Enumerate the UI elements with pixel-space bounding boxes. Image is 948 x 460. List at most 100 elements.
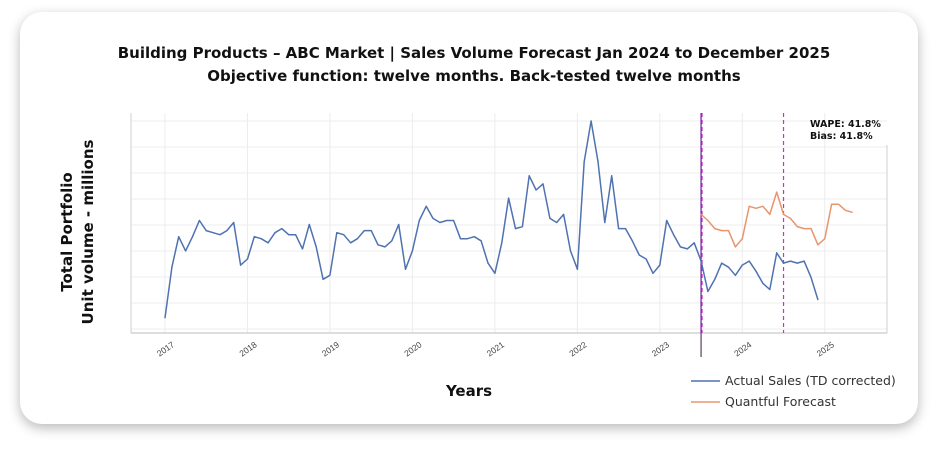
forecast-point	[782, 213, 785, 215]
x-tick-labels: 2017 2018 2019 2020 2021 2022 2023 2024 2025	[155, 339, 836, 358]
actual-sales-point	[398, 223, 400, 226]
actual-sales-point	[556, 221, 558, 224]
actual-sales-point	[336, 232, 338, 234]
actual-sales-point	[741, 264, 743, 266]
actual-sales-point	[295, 234, 297, 236]
actual-sales-point	[240, 264, 242, 266]
actual-sales-point	[535, 189, 537, 191]
actual-sales-point	[459, 238, 462, 240]
actual-sales-point	[659, 264, 661, 266]
actual-sales-point	[432, 217, 434, 219]
actual-sales-point	[721, 262, 723, 264]
actual-sales-point	[631, 240, 633, 242]
actual-sales-point	[762, 282, 764, 284]
actual-sales-point	[418, 219, 420, 222]
x-tick-label: 2020	[402, 339, 423, 358]
forecast-point	[817, 244, 819, 246]
forecast-point	[748, 205, 750, 207]
actual-sales-point	[246, 258, 249, 260]
forecast-point	[851, 211, 853, 213]
actual-sales-point	[796, 262, 798, 264]
actual-sales-point	[439, 221, 441, 224]
actual-sales-point	[618, 228, 620, 230]
forecast-markers	[700, 113, 785, 357]
actual-sales-point	[494, 272, 496, 274]
actual-sales-point	[810, 276, 812, 278]
forecast-point	[844, 209, 847, 211]
actual-sales-point	[391, 240, 393, 242]
actual-sales-point	[734, 274, 737, 276]
actual-sales-point	[356, 238, 358, 240]
legend: Actual Sales (TD corrected) Quantful For…	[691, 373, 896, 409]
actual-sales-point	[693, 242, 695, 244]
x-tick-label: 2018	[237, 339, 258, 358]
actual-sales-point	[191, 236, 194, 238]
forecast-point	[741, 238, 743, 240]
actual-sales-point	[583, 161, 585, 163]
actual-sales-point	[590, 120, 592, 122]
actual-sales-point	[817, 299, 819, 301]
actual-sales-point	[212, 232, 214, 234]
forecast-point	[803, 228, 805, 230]
actual-sales-point	[521, 226, 524, 228]
forecast-point	[734, 246, 737, 248]
actual-sales-line	[164, 120, 819, 319]
actual-sales-point	[473, 236, 475, 238]
actual-sales-point	[501, 242, 503, 244]
actual-sales-point	[666, 219, 668, 222]
actual-sales-point	[253, 236, 255, 238]
actual-sales-point	[384, 246, 386, 248]
x-tick-label: 2017	[155, 339, 176, 358]
actual-sales-point	[645, 258, 647, 260]
x-tick-label: 2024	[732, 339, 753, 358]
forecast-point	[824, 238, 826, 240]
actual-sales-point	[219, 234, 221, 236]
actual-sales-point	[404, 268, 407, 270]
actual-sales-point	[487, 262, 489, 264]
x-tick-label: 2021	[485, 339, 506, 358]
actual-sales-point	[267, 242, 269, 244]
actual-sales-point	[528, 175, 530, 177]
actual-sales-point	[466, 238, 468, 240]
actual-sales-point	[343, 234, 345, 236]
x-tick-label: 2025	[815, 339, 836, 358]
actual-sales-point	[624, 228, 627, 230]
actual-sales-point	[453, 219, 455, 222]
chart-card	[20, 12, 918, 424]
actual-sales-point	[301, 248, 304, 250]
actual-sales-point	[281, 228, 283, 230]
actual-sales-point	[727, 266, 730, 268]
actual-sales-point	[411, 250, 413, 252]
actual-sales-point	[288, 234, 290, 236]
actual-sales-point	[377, 244, 379, 246]
forecast-point	[700, 213, 702, 215]
actual-sales-point	[569, 250, 572, 252]
actual-sales-point	[776, 252, 778, 254]
x-axis-label: Years	[445, 382, 492, 400]
actual-sales-point	[769, 288, 771, 291]
forecast-point	[831, 203, 833, 205]
actual-sales-point	[260, 238, 262, 240]
actual-sales-point	[782, 262, 785, 264]
actual-sales-point	[205, 230, 207, 232]
actual-sales-point	[707, 290, 709, 293]
legend-label-forecast: Quantful Forecast	[725, 394, 836, 409]
actual-sales-point	[563, 213, 565, 215]
actual-sales-point	[274, 232, 276, 234]
forecast-point	[721, 230, 723, 232]
actual-sales-point	[549, 217, 551, 219]
actual-sales-point	[748, 260, 750, 262]
actual-sales-point	[164, 317, 166, 319]
actual-sales-point	[700, 260, 702, 262]
forecast-point	[810, 228, 812, 230]
actual-sales-point	[673, 234, 675, 236]
actual-sales-point	[480, 240, 482, 242]
actual-sales-point	[542, 183, 544, 185]
forecast-point	[762, 205, 764, 207]
actual-sales-point	[233, 221, 235, 224]
forecast-point	[796, 226, 798, 228]
actual-sales-point	[803, 260, 805, 262]
actual-sales-point	[185, 250, 187, 252]
actual-sales-point	[714, 278, 716, 280]
grid-lines	[131, 113, 887, 333]
